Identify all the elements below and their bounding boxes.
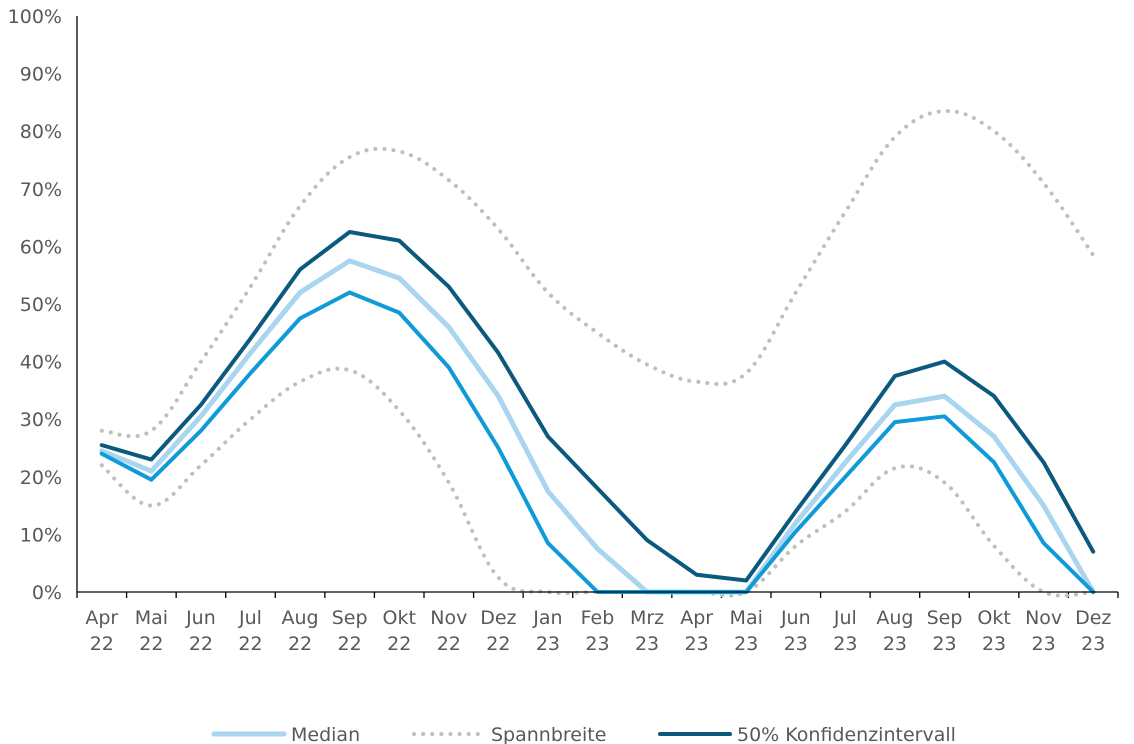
series-line-range-lower: [99, 366, 1096, 598]
x-axis-tick-labels: Apr 22 Mai 22 Jun 22 Jul 22 Aug 22 Sep 22 Okt 22 Nov 22…: [76, 592, 1119, 655]
x-tick-label-jun-22: Jun 22: [185, 607, 216, 655]
series-line-ci-upper: [99, 230, 1096, 583]
y-tick-label-50: 50%: [20, 294, 62, 316]
legend-label-konfidenz_upper: 50% Konfidenzintervall: [737, 724, 956, 744]
x-tick-label-jul-22: Jul 22: [238, 607, 263, 655]
x-tick-label-sep-22: Sep 22: [332, 607, 368, 655]
x-tick-label-mai-22: Mai 22: [135, 607, 168, 655]
y-tick-label-40: 40%: [20, 352, 62, 374]
x-tick-label-mrz-23: Mrz 23: [630, 607, 664, 655]
series-lines: [99, 109, 1096, 598]
legend-label-spannbreite: Spannbreite: [491, 724, 606, 744]
series-line-median: [99, 258, 1096, 595]
x-tick-label-apr-22: Apr 22: [85, 607, 118, 655]
y-tick-label-20: 20%: [20, 467, 62, 489]
x-tick-label-dez-22: Dez 22: [480, 607, 516, 655]
y-tick-label-90: 90%: [20, 64, 62, 86]
y-tick-label-60: 60%: [20, 236, 62, 258]
x-tick-label-jul-23: Jul 23: [833, 607, 858, 655]
legend-label-median: Median: [291, 724, 360, 744]
x-tick-label-okt-22: Okt 22: [383, 607, 416, 655]
x-tick-label-nov-23: Nov 23: [1025, 607, 1062, 655]
x-tick-label-okt-23: Okt 23: [977, 607, 1010, 655]
legend: Median Spannbreite 50% Konfidenzintervall: [211, 724, 956, 744]
y-tick-label-10: 10%: [20, 524, 62, 546]
series-line-range-upper: [99, 109, 1096, 439]
x-tick-label-apr-23: Apr 23: [680, 607, 713, 655]
y-tick-label-0: 0%: [32, 582, 62, 604]
y-tick-label-80: 80%: [20, 121, 62, 143]
x-tick-label-aug-22: Aug 22: [282, 607, 319, 655]
y-tick-label-30: 30%: [20, 409, 62, 431]
x-tick-label-jan-23: Jan 23: [532, 607, 562, 655]
x-tick-label-sep-23: Sep 23: [927, 607, 963, 655]
x-tick-label-jun-23: Jun 23: [780, 607, 811, 655]
x-tick-label-feb-23: Feb 23: [581, 607, 615, 655]
y-tick-label-70: 70%: [20, 179, 62, 201]
y-axis-tick-labels: 0% 10% 20% 30% 40% 50% 60% 70% 80% 90% 100%: [8, 6, 62, 604]
x-tick-label-nov-22: Nov 22: [430, 607, 467, 655]
x-tick-label-dez-23: Dez 23: [1075, 607, 1111, 655]
x-tick-label-aug-23: Aug 23: [876, 607, 913, 655]
y-tick-label-100: 100%: [8, 6, 62, 28]
x-tick-label-mai-23: Mai 23: [730, 607, 763, 655]
